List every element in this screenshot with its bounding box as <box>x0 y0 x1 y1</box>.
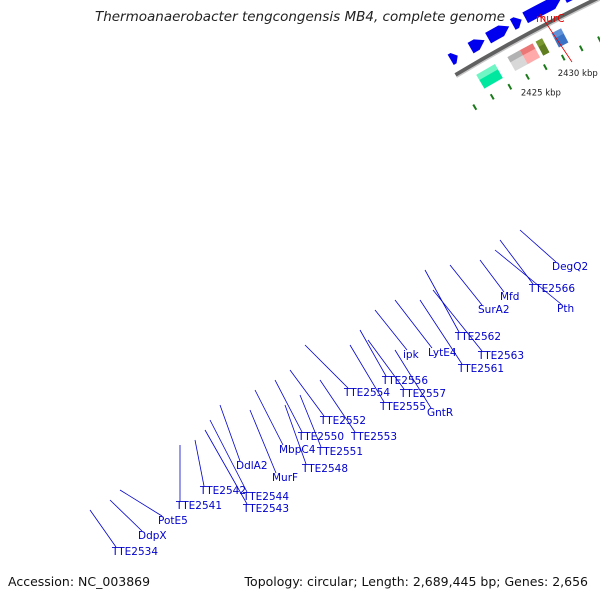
forward-strand-genes <box>447 0 573 65</box>
reverse-gene-highlight <box>476 64 498 81</box>
gene-label-mfd: Mfd <box>500 291 519 303</box>
leader-line <box>359 329 387 377</box>
reverse-gene-highlight <box>507 50 523 63</box>
scale-ticks <box>472 36 600 111</box>
gene-label-murf: MurF <box>272 472 298 484</box>
gene-label-pote5: PotE5 <box>158 515 188 527</box>
genes-label: Genes: <box>504 574 549 589</box>
length-label: Length: <box>361 574 409 589</box>
leader-line <box>299 394 322 448</box>
gene-label-tte2563: TTE2563 <box>477 350 524 362</box>
scale-tick <box>543 63 548 71</box>
leader-line <box>194 439 205 487</box>
map-title: Thermoanaerobacter tengcongensis MB4, co… <box>94 9 506 25</box>
scale-tick <box>560 54 566 61</box>
scale-tick <box>472 104 478 111</box>
gene-label-tte2534: TTE2534 <box>111 546 158 558</box>
gene-label-tte2550: TTE2550 <box>297 431 344 443</box>
accession-info: Accession: NC_003869 <box>8 574 150 589</box>
leader-line <box>274 379 303 433</box>
length-value: 2,689,445 bp <box>412 574 497 589</box>
leader-line <box>419 299 463 365</box>
accession-label: Accession: <box>8 574 75 589</box>
leader-line <box>284 404 307 465</box>
gene-label-tte2555: TTE2555 <box>379 401 426 413</box>
gene-label-tte2551: TTE2551 <box>316 446 363 458</box>
leader-line <box>394 349 432 409</box>
gene-label-tte2556: TTE2556 <box>381 375 428 387</box>
forward-gene <box>467 39 485 54</box>
gene-label-ipk: ipk <box>403 349 420 361</box>
gene-label-tte2548: TTE2548 <box>301 463 348 475</box>
gene-label-tte2552: TTE2552 <box>319 415 366 427</box>
scale-tick <box>507 83 513 90</box>
leader-line <box>89 509 117 548</box>
leader-line <box>349 344 385 403</box>
leader-line <box>249 409 277 474</box>
leader-line <box>109 499 143 532</box>
label-leader-lines <box>89 13 573 548</box>
scale-tick <box>525 73 530 80</box>
gene-label-tte2562: TTE2562 <box>454 331 501 343</box>
leader-line <box>539 13 573 63</box>
gene-label-gntr: GntR <box>427 407 453 419</box>
gene-label-tte2566: TTE2566 <box>528 283 575 295</box>
gene-label-pth: Pth <box>557 303 574 315</box>
topology-value: circular <box>307 574 354 589</box>
genome-meta: Topology: circular; Length: 2,689,445 bp… <box>244 574 588 589</box>
leader-line <box>519 229 557 263</box>
gene-label-sura2: SurA2 <box>478 304 510 316</box>
forward-gene <box>447 52 458 65</box>
genes-value: 2,656 <box>552 574 588 589</box>
leader-line <box>432 289 483 352</box>
leader-line <box>289 369 325 417</box>
leader-line <box>449 264 483 306</box>
leader-line <box>204 429 248 505</box>
leader-line <box>394 299 433 349</box>
gene-label-ddpx: DdpX <box>138 530 167 542</box>
gene-label-degq2: DegQ2 <box>552 261 588 273</box>
scale-label: 2425 kbp <box>521 89 561 99</box>
leader-line <box>209 419 248 493</box>
gene-label-tte2542: TTE2542 <box>199 485 246 497</box>
gene-label-mbpc4: MbpC4 <box>279 444 316 456</box>
gene-label-tte2561: TTE2561 <box>457 363 504 375</box>
leader-line <box>219 404 241 462</box>
gene-label-tte2557: TTE2557 <box>399 388 446 400</box>
leader-line <box>479 259 505 293</box>
scale-tick <box>489 93 495 100</box>
gene-label-tte2541: TTE2541 <box>175 500 222 512</box>
gene-label-tte2543: TTE2543 <box>242 503 289 515</box>
leader-line <box>374 309 408 351</box>
accession-value: NC_003869 <box>78 574 151 589</box>
gene-label-tte2544: TTE2544 <box>242 491 289 503</box>
reverse-gene-highlight <box>519 43 536 56</box>
topology-label: Topology: <box>244 574 304 589</box>
gene-label-lyte4: LytE4 <box>428 347 457 359</box>
leader-line <box>367 339 405 390</box>
reverse-gene-highlight <box>535 38 545 47</box>
gene-label-ddla2: DdlA2 <box>236 460 268 472</box>
leader-line <box>119 489 163 517</box>
scale-tick <box>597 36 600 43</box>
gene-label-tte2554: TTE2554 <box>343 387 390 399</box>
forward-gene <box>509 17 522 30</box>
scale-tick <box>578 45 584 52</box>
gene-label-murc: murC <box>536 13 565 25</box>
leader-line <box>319 379 356 433</box>
leader-line <box>304 344 349 389</box>
scale-label: 2430 kbp <box>558 69 598 79</box>
forward-gene <box>522 0 561 24</box>
forward-gene <box>485 25 510 44</box>
forward-gene <box>565 0 573 3</box>
leader-line <box>494 249 562 305</box>
leader-line <box>254 389 284 446</box>
gene-label-tte2553: TTE2553 <box>350 431 397 443</box>
